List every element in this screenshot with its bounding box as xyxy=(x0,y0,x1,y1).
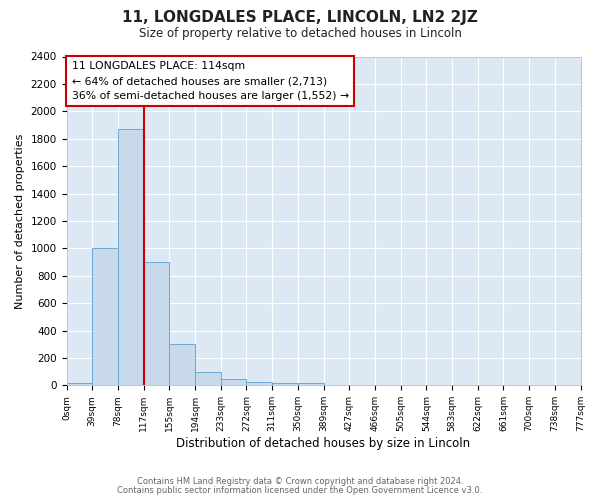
Bar xyxy=(195,372,221,386)
Text: 11 LONGDALES PLACE: 114sqm
← 64% of detached houses are smaller (2,713)
36% of s: 11 LONGDALES PLACE: 114sqm ← 64% of deta… xyxy=(71,62,349,101)
Bar xyxy=(247,382,272,386)
Text: Size of property relative to detached houses in Lincoln: Size of property relative to detached ho… xyxy=(139,28,461,40)
Text: Contains HM Land Registry data © Crown copyright and database right 2024.: Contains HM Land Registry data © Crown c… xyxy=(137,477,463,486)
Bar xyxy=(221,379,247,386)
Bar xyxy=(92,248,118,386)
Y-axis label: Number of detached properties: Number of detached properties xyxy=(15,133,25,308)
Bar xyxy=(272,382,298,386)
Bar xyxy=(67,384,92,386)
Bar xyxy=(298,384,323,386)
Text: 11, LONGDALES PLACE, LINCOLN, LN2 2JZ: 11, LONGDALES PLACE, LINCOLN, LN2 2JZ xyxy=(122,10,478,25)
Bar xyxy=(118,129,143,386)
Text: Contains public sector information licensed under the Open Government Licence v3: Contains public sector information licen… xyxy=(118,486,482,495)
Bar xyxy=(143,262,169,386)
X-axis label: Distribution of detached houses by size in Lincoln: Distribution of detached houses by size … xyxy=(176,437,470,450)
Bar xyxy=(169,344,195,386)
